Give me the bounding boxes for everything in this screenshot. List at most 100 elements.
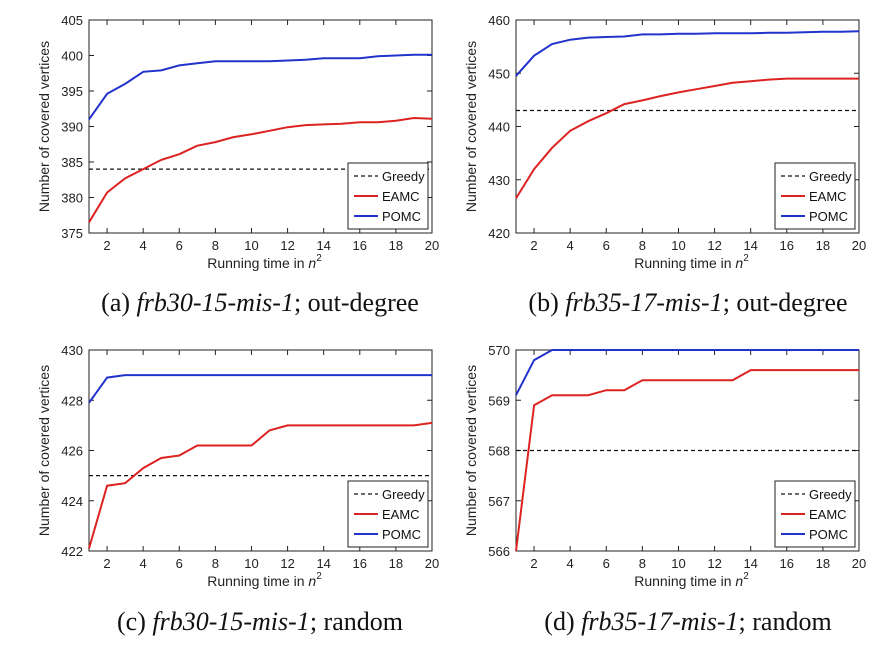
y-tick-label: 460 bbox=[488, 13, 510, 28]
x-tick-label: 16 bbox=[353, 556, 367, 571]
y-tick-label: 422 bbox=[61, 544, 83, 559]
x-axis-title-math: n bbox=[735, 573, 743, 589]
x-tick-label: 6 bbox=[176, 556, 183, 571]
series-line-pomc bbox=[515, 349, 859, 396]
legend-label-pomc: POMC bbox=[809, 527, 848, 542]
x-tick-label: 18 bbox=[389, 238, 403, 253]
y-tick-label: 390 bbox=[61, 120, 83, 135]
y-axis-title: Number of covered vertices bbox=[463, 365, 479, 536]
x-tick-label: 8 bbox=[212, 238, 219, 253]
y-tick-label: 566 bbox=[488, 544, 510, 559]
y-tick-label: 430 bbox=[61, 343, 83, 358]
x-tick-label: 14 bbox=[316, 556, 330, 571]
x-tick-label: 8 bbox=[639, 556, 646, 571]
caption-instance: frb35-17-mis-1 bbox=[581, 607, 738, 636]
x-tick-label: 12 bbox=[280, 556, 294, 571]
chart-panel-3: 2 4 6 8 10 12 14 16 18 20 422 424 426 428 430 Running t… bbox=[36, 343, 439, 636]
y-tick-label: 430 bbox=[488, 173, 510, 188]
series-line-pomc bbox=[515, 30, 860, 77]
x-tick-label: 8 bbox=[212, 556, 219, 571]
x-axis-title-text: Running time in bbox=[634, 255, 735, 271]
x-tick-label: 14 bbox=[743, 238, 757, 253]
legend: Greedy EAMC POMC bbox=[774, 480, 856, 548]
x-tick-label: 10 bbox=[671, 556, 685, 571]
x-axis-title-sup: 2 bbox=[316, 253, 322, 264]
legend: Greedy EAMC POMC bbox=[347, 162, 429, 230]
panel-caption: (a) frb30-15-mis-1; out-degree bbox=[101, 288, 419, 317]
x-tick-label: 10 bbox=[671, 238, 685, 253]
caption-rest: ; random bbox=[739, 607, 832, 636]
x-tick-label: 2 bbox=[103, 238, 110, 253]
x-axis-title-math: n bbox=[735, 255, 743, 271]
series-line-eamc bbox=[88, 421, 433, 549]
x-tick-label: 6 bbox=[176, 238, 183, 253]
x-tick-label: 20 bbox=[852, 556, 866, 571]
x-tick-label: 2 bbox=[530, 238, 537, 253]
series-line-pomc bbox=[88, 374, 432, 404]
legend-label-eamc: EAMC bbox=[382, 507, 420, 522]
x-axis-title-text: Running time in bbox=[207, 255, 308, 271]
y-tick-label: 569 bbox=[488, 393, 510, 408]
x-axis-title: Running time in n2 bbox=[207, 253, 322, 271]
chart-panel-4: 2 4 6 8 10 12 14 16 18 20 566 567 568 569 570 Running t… bbox=[463, 343, 866, 636]
x-axis-title-text: Running time in bbox=[634, 573, 735, 589]
caption-instance: frb30-15-mis-1 bbox=[137, 288, 294, 317]
caption-label: (d) bbox=[544, 607, 581, 636]
y-tick-label: 375 bbox=[61, 226, 83, 241]
x-tick-label: 20 bbox=[425, 238, 439, 253]
caption-label: (b) bbox=[528, 288, 565, 317]
y-tick-label: 428 bbox=[61, 393, 83, 408]
y-axis-title: Number of covered vertices bbox=[36, 365, 52, 536]
x-tick-label: 4 bbox=[567, 556, 574, 571]
x-axis-title: Running time in n2 bbox=[634, 253, 749, 271]
caption-rest: ; random bbox=[310, 607, 403, 636]
x-tick-label: 12 bbox=[707, 556, 721, 571]
y-tick-label: 420 bbox=[488, 226, 510, 241]
legend-label-eamc: EAMC bbox=[382, 189, 420, 204]
panel-caption: (b) frb35-17-mis-1; out-degree bbox=[528, 288, 847, 317]
x-tick-label: 6 bbox=[603, 556, 610, 571]
x-tick-label: 2 bbox=[103, 556, 110, 571]
y-tick-label: 567 bbox=[488, 494, 510, 509]
y-tick-label: 450 bbox=[488, 66, 510, 81]
legend: Greedy EAMC POMC bbox=[347, 480, 429, 548]
caption-instance: frb30-15-mis-1 bbox=[152, 607, 309, 636]
x-tick-label: 10 bbox=[244, 238, 258, 253]
y-axis-title: Number of covered vertices bbox=[36, 41, 52, 212]
legend-label-greedy: Greedy bbox=[809, 169, 852, 184]
x-tick-label: 14 bbox=[316, 238, 330, 253]
x-axis-title: Running time in n2 bbox=[207, 571, 322, 589]
x-tick-label: 12 bbox=[707, 238, 721, 253]
caption-instance: frb35-17-mis-1 bbox=[565, 288, 722, 317]
x-tick-label: 2 bbox=[530, 556, 537, 571]
x-tick-label: 20 bbox=[425, 556, 439, 571]
x-tick-label: 8 bbox=[639, 238, 646, 253]
legend-label-pomc: POMC bbox=[382, 209, 421, 224]
x-tick-label: 4 bbox=[140, 238, 147, 253]
x-axis-title-sup: 2 bbox=[316, 571, 322, 582]
legend: Greedy EAMC POMC bbox=[774, 162, 856, 230]
y-tick-label: 570 bbox=[488, 343, 510, 358]
caption-label: (c) bbox=[117, 607, 152, 636]
caption-label: (a) bbox=[101, 288, 136, 317]
y-tick-label: 424 bbox=[61, 494, 83, 509]
x-axis-title: Running time in n2 bbox=[634, 571, 749, 589]
chart-panel-1: 2 4 6 8 10 12 14 16 18 20 375 380 385 390 395 400 405 Run… bbox=[36, 13, 439, 317]
legend-label-greedy: Greedy bbox=[382, 169, 425, 184]
x-tick-label: 14 bbox=[743, 556, 757, 571]
x-tick-label: 18 bbox=[389, 556, 403, 571]
x-axis-title-sup: 2 bbox=[743, 571, 749, 582]
legend-label-eamc: EAMC bbox=[809, 189, 847, 204]
legend-label-eamc: EAMC bbox=[809, 507, 847, 522]
y-tick-label: 385 bbox=[61, 155, 83, 170]
y-tick-label: 426 bbox=[61, 444, 83, 459]
series-line-pomc bbox=[88, 53, 432, 120]
x-tick-label: 12 bbox=[280, 238, 294, 253]
y-tick-label: 568 bbox=[488, 444, 510, 459]
caption-rest: ; out-degree bbox=[294, 288, 419, 317]
legend-label-pomc: POMC bbox=[809, 209, 848, 224]
x-tick-label: 18 bbox=[816, 556, 830, 571]
caption-rest: ; out-degree bbox=[723, 288, 848, 317]
x-tick-label: 6 bbox=[603, 238, 610, 253]
x-axis-title-sup: 2 bbox=[743, 253, 749, 264]
